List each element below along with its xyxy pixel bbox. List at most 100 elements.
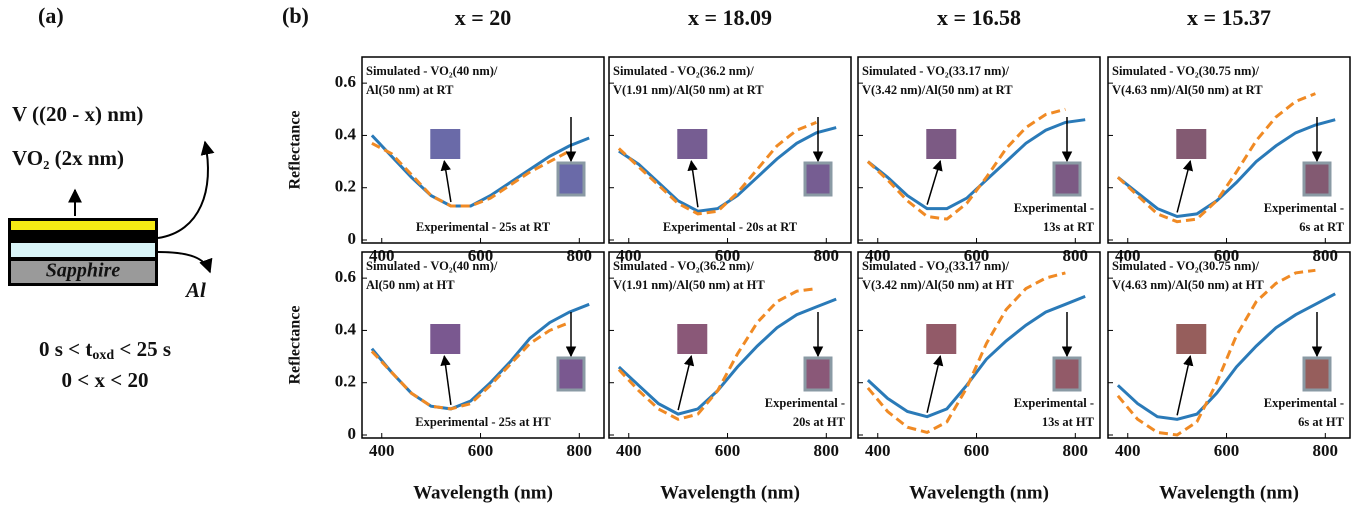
- plot-frame: [1107, 56, 1351, 244]
- arrow: [440, 159, 452, 203]
- experimental-curve: [617, 121, 817, 216]
- simulated-label: Al(50 nm) at RT: [366, 83, 454, 97]
- plot-frame: [608, 56, 852, 244]
- x-tick-label: 800: [1313, 246, 1339, 265]
- x-tick-label: 800: [567, 441, 593, 460]
- color-swatch: [677, 129, 708, 159]
- x-tick-label: 400: [865, 246, 891, 265]
- experimental-label: 6s at HT: [1298, 415, 1345, 429]
- subscript: oxd: [92, 348, 114, 363]
- vanadium-layer: [11, 221, 155, 230]
- simulated-label: Al(50 nm) at HT: [366, 278, 455, 292]
- layer-label: VO₂ (2x nm): [12, 146, 124, 170]
- x-tick-label: 800: [814, 246, 840, 265]
- sample-photo: [1052, 356, 1082, 392]
- simulated-label: V(4.63 nm)/Al(50 nm) at HT: [1112, 278, 1264, 292]
- column-title: x = 20: [455, 5, 512, 30]
- x-axis-label: Wavelength (nm): [1159, 482, 1299, 503]
- simulated-label: Simulated - VO₂(30.75 nm)/: [1112, 64, 1260, 78]
- sample-photo: [556, 356, 586, 392]
- layer-label: V ((20 - x) nm): [12, 102, 143, 126]
- plot-frame: [857, 251, 1101, 439]
- color-swatch: [430, 324, 461, 354]
- simulated-label: Simulated - VO₂(33.17 nm)/: [862, 64, 1010, 78]
- experimental-label: Experimental -: [1264, 396, 1344, 410]
- experimental-curve: [617, 287, 817, 421]
- arrow: [687, 159, 699, 208]
- y-tick-label: 0.2: [335, 372, 356, 391]
- time-range: 0 s < toxd < 25 s: [39, 337, 171, 363]
- panel-label: (b): [282, 3, 309, 28]
- plot-frame: [361, 56, 605, 244]
- sample-photo: [1052, 161, 1082, 197]
- simulated-label: Simulated - VO₂(40 nm)/: [366, 259, 498, 273]
- x-range: 0 < x < 20: [62, 368, 149, 392]
- x-tick-label: 600: [715, 246, 741, 265]
- x-tick-label: 600: [964, 441, 990, 460]
- simulated-label: V(3.42 nm)/Al(50 nm) at RT: [862, 83, 1013, 97]
- simulated-curve: [370, 302, 590, 411]
- experimental-label: Experimental - 20s at RT: [663, 220, 798, 234]
- x-tick-label: 400: [865, 441, 891, 460]
- simulated-label: V(1.91 nm)/Al(50 nm) at RT: [613, 83, 764, 97]
- simulated-label: Simulated - VO₂(36.2 nm)/: [613, 259, 754, 273]
- experimental-curve: [866, 107, 1066, 221]
- simulated-curve: [617, 297, 837, 416]
- y-tick-label: 0.4: [335, 319, 357, 338]
- x-tick-label: 800: [1063, 246, 1089, 265]
- simulated-label: Simulated - VO₂(36.2 nm)/: [613, 64, 754, 78]
- experimental-label: Experimental -: [1014, 396, 1094, 410]
- sample-photo: [803, 356, 833, 392]
- experimental-label: 6s at RT: [1299, 220, 1344, 234]
- x-axis-label: Wavelength (nm): [660, 482, 800, 503]
- simulated-curve: [618, 126, 837, 213]
- y-tick-label: 0.2: [335, 177, 356, 196]
- plot-frame: [608, 251, 852, 439]
- sapphire-layer: [11, 261, 155, 283]
- x-tick-label: 600: [964, 246, 990, 265]
- x-tick-label: 600: [1214, 246, 1240, 265]
- experimental-label: Experimental - 25s at RT: [416, 220, 551, 234]
- y-tick-label: 0.6: [335, 72, 356, 91]
- sample-photo: [1302, 161, 1332, 197]
- plot-frame: [361, 251, 605, 439]
- experimental-curve: [1116, 268, 1316, 437]
- y-tick-label: 0.6: [335, 267, 356, 286]
- x-tick-label: 400: [369, 246, 395, 265]
- x-tick-label: 800: [1313, 441, 1339, 460]
- experimental-curve: [866, 271, 1066, 435]
- simulated-label: V(4.63 nm)/Al(50 nm) at RT: [1112, 83, 1263, 97]
- arrow: [1176, 354, 1194, 416]
- experimental-label: Experimental - 25s at HT: [415, 415, 551, 429]
- simulated-curve: [1116, 292, 1336, 421]
- x-axis-label: Wavelength (nm): [909, 482, 1049, 503]
- arrow: [677, 354, 695, 411]
- color-swatch: [1176, 324, 1207, 354]
- color-swatch: [1176, 129, 1207, 159]
- simulated-label: V(1.91 nm)/Al(50 nm) at HT: [613, 278, 765, 292]
- simulated-label: Simulated - VO₂(30.75 nm)/: [1112, 259, 1260, 273]
- y-axis-label: Reflectance: [287, 110, 304, 189]
- x-tick-label: 400: [1115, 246, 1141, 265]
- x-axis-label: Wavelength (nm): [413, 482, 553, 503]
- experimental-curve: [371, 141, 571, 208]
- x-tick-label: 600: [468, 246, 494, 265]
- experimental-label: 13s at HT: [1042, 415, 1095, 429]
- y-tick-label: 0: [348, 424, 357, 443]
- oxide-layer: [11, 243, 155, 257]
- color-swatch: [926, 324, 957, 354]
- experimental-curve: [370, 321, 570, 411]
- column-title: x = 15.37: [1187, 5, 1271, 30]
- x-tick-label: 600: [1214, 441, 1240, 460]
- y-axis-label: Reflectance: [287, 305, 304, 384]
- plot-frame: [1107, 251, 1351, 439]
- experimental-curve: [1116, 92, 1316, 224]
- simulated-curve: [866, 295, 1086, 419]
- simulated-label: Simulated - VO₂(33.17 nm)/: [862, 259, 1010, 273]
- sample-photo: [803, 161, 833, 197]
- panel-label: (a): [38, 3, 64, 28]
- arrow: [1176, 159, 1194, 213]
- arrow: [157, 140, 215, 239]
- experimental-label: 13s at RT: [1043, 220, 1095, 234]
